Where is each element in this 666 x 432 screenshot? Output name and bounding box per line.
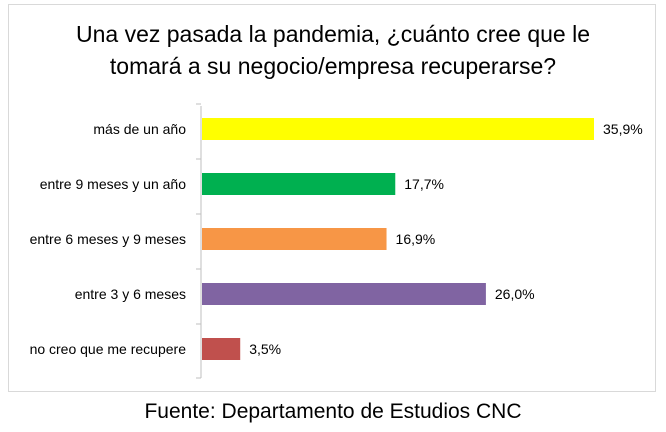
category-label: entre 6 meses y 9 meses	[30, 231, 186, 247]
category-label: entre 3 y 6 meses	[75, 286, 186, 302]
bar	[202, 118, 594, 140]
data-label: 3,5%	[249, 341, 281, 357]
source-footer: Fuente: Departamento de Estudios CNC	[144, 400, 522, 423]
category-label: no creo que me recupere	[30, 341, 187, 357]
chart-title-line-1: Una vez pasada la pandemia, ¿cuánto cree…	[76, 21, 590, 47]
chart-title: Una vez pasada la pandemia, ¿cuánto cree…	[0, 18, 666, 82]
bar	[202, 173, 396, 195]
bar	[202, 338, 241, 360]
category-label: más de un año	[93, 121, 186, 137]
bar	[202, 283, 486, 305]
chart-title-line-2: tomará a su negocio/empresa recuperarse?	[109, 53, 557, 79]
data-label: 35,9%	[603, 121, 643, 137]
chart-frame	[8, 4, 656, 392]
data-label: 26,0%	[495, 286, 535, 302]
data-label: 16,9%	[396, 231, 436, 247]
data-label: 17,7%	[404, 176, 444, 192]
bar	[202, 228, 387, 250]
category-label: entre 9 meses y un año	[40, 176, 187, 192]
